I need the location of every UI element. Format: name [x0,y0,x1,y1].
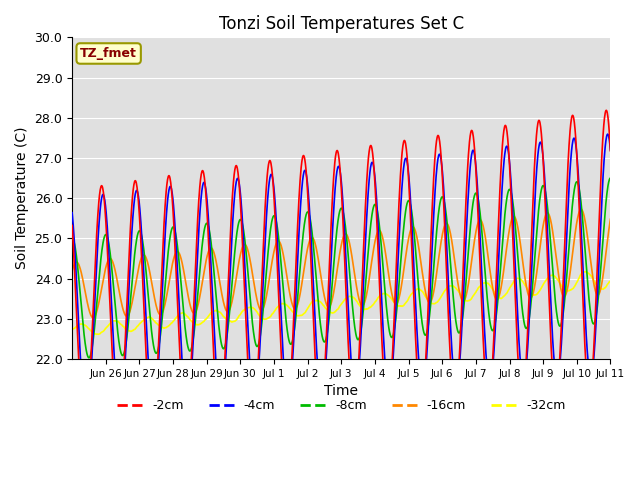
Title: Tonzi Soil Temperatures Set C: Tonzi Soil Temperatures Set C [219,15,464,33]
Legend: -2cm, -4cm, -8cm, -16cm, -32cm: -2cm, -4cm, -8cm, -16cm, -32cm [112,394,570,417]
X-axis label: Time: Time [324,384,358,398]
Y-axis label: Soil Temperature (C): Soil Temperature (C) [15,127,29,269]
Text: TZ_fmet: TZ_fmet [80,47,137,60]
